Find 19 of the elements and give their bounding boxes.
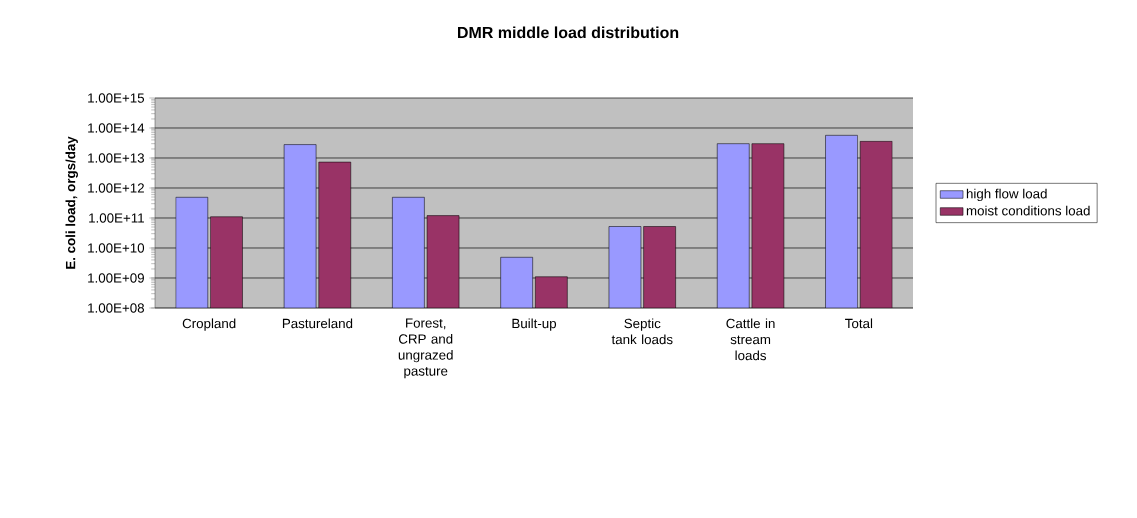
y-tick-label: 1.00E+15 [88,93,145,103]
y-tick-label: 1.00E+14 [88,123,145,133]
y-tick-label: 1.00E+13 [88,153,145,163]
x-tick-label: Cropland [182,318,236,331]
x-tick-label: Septic tank loads [611,318,673,345]
chart-title: DMR middle load distribution [458,26,679,39]
y-axis-title: E. coli load, orgs/day [65,136,78,269]
x-tick-label: Cattle in stream loads [726,318,775,361]
legend-label: high flow load [966,188,1047,202]
x-tick-label: Built-up [512,318,557,331]
legend-label: moist conditions load [966,205,1090,216]
y-tick-label: 1.00E+11 [89,213,144,223]
x-tick-label: Pastureland [282,318,353,329]
x-tick-label: Total [845,318,873,329]
y-tick-label: 1.00E+08 [88,303,145,313]
y-tick-label: 1.00E+09 [88,273,144,283]
x-tick-label: Forest, CRP and ungrazed pasture [398,318,453,379]
y-tick-label: 1.00E+12 [88,183,144,193]
y-tick-label: 1.00E+10 [88,243,145,253]
